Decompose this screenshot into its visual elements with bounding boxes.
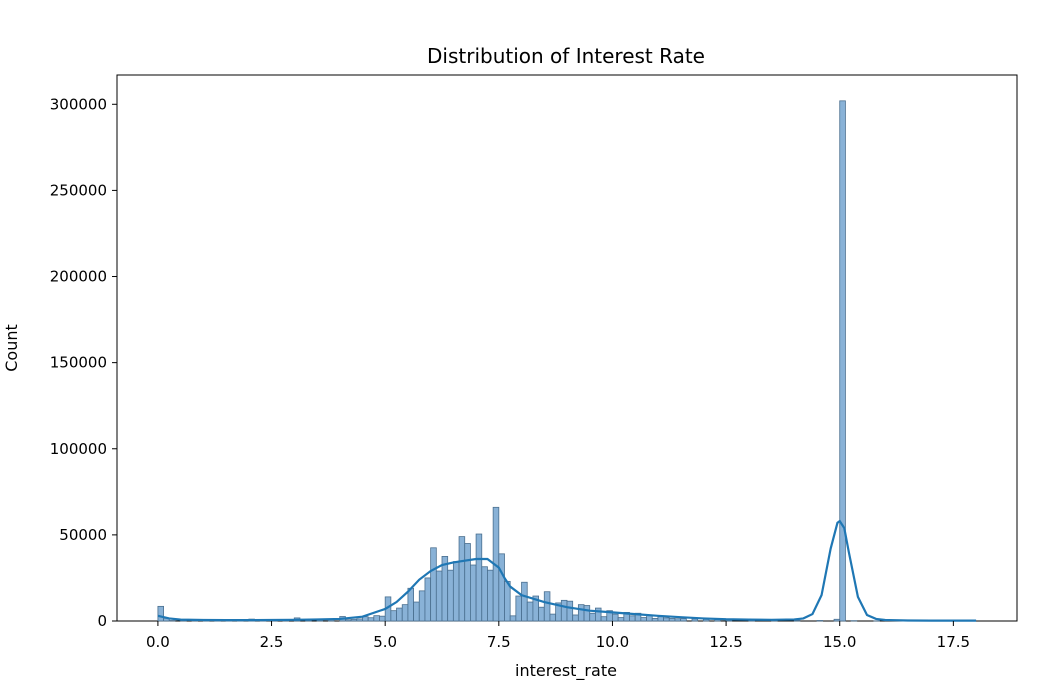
histogram-bar (583, 605, 591, 622)
histogram-bar (373, 615, 380, 622)
histogram-bar (629, 615, 636, 622)
y-tick-label: 300000 (50, 95, 107, 113)
histogram-bar (577, 604, 585, 622)
histogram-bars (157, 100, 960, 622)
histogram-bar (680, 618, 687, 622)
histogram-bar (458, 536, 466, 622)
histogram-bar (157, 605, 164, 622)
histogram-bar (668, 618, 676, 622)
y-tick-label: 150000 (50, 354, 107, 372)
histogram-bar (833, 618, 841, 622)
histogram-bar (435, 570, 443, 622)
histogram-bar (816, 620, 824, 622)
histogram-bar (663, 617, 670, 622)
x-tick-label: 10.0 (596, 633, 629, 651)
chart-title: Distribution of Interest Rate (427, 44, 705, 68)
y-tick-label: 250000 (50, 181, 107, 199)
histogram-bar (589, 612, 596, 622)
histogram-bar (504, 580, 511, 622)
histogram-bar (487, 569, 494, 622)
histogram-bar (549, 613, 557, 622)
histogram-bar (350, 618, 358, 622)
x-tick-label: 12.5 (709, 633, 742, 651)
x-tick-label: 2.5 (260, 633, 284, 651)
histogram-bar (475, 533, 483, 622)
histogram-bar (470, 564, 477, 622)
histogram-bar (379, 615, 386, 622)
histogram-bar (651, 618, 659, 622)
histogram-bar (566, 600, 574, 622)
histogram-bar (793, 619, 801, 622)
kde-line (157, 519, 977, 622)
histogram-bar (390, 610, 397, 622)
histogram-bar (498, 553, 505, 622)
x-tick-label: 7.5 (487, 633, 511, 651)
histogram-bar (418, 590, 426, 622)
histogram-bar (515, 595, 522, 622)
histogram-bar (560, 599, 568, 622)
histogram-bar (447, 569, 454, 622)
histogram-bar (407, 587, 414, 622)
y-tick-label: 50000 (59, 526, 107, 544)
plot-frame (116, 74, 1018, 622)
histogram-bar (367, 617, 375, 622)
x-tick-label: 17.5 (937, 633, 970, 651)
histogram-bar (657, 616, 664, 622)
histogram-bar (538, 606, 545, 622)
histogram-bar (612, 613, 619, 622)
histogram-bar (600, 616, 608, 622)
histogram-bar (617, 617, 625, 622)
x-tick-label: 5.0 (373, 633, 397, 651)
histogram-bar (401, 604, 409, 622)
histogram-bar (640, 617, 647, 622)
plot-area (116, 74, 1018, 622)
x-tick-label: 15.0 (823, 633, 856, 651)
histogram-bar (521, 581, 528, 622)
y-axis-label: Count (2, 324, 21, 372)
x-tick-label: 0.0 (146, 633, 170, 651)
histogram-bar (509, 615, 517, 622)
histogram-bar (464, 543, 471, 622)
y-tick-label: 0 (97, 612, 107, 630)
x-axis: 0.0 2.5 5.0 7.5 10.0 12.5 15.0 17.5 (146, 621, 970, 651)
histogram-bar (543, 591, 551, 622)
histogram-bar (691, 618, 699, 622)
x-axis-label: interest_rate (515, 661, 617, 681)
y-tick-label: 100000 (50, 440, 107, 458)
histogram-bar (396, 607, 403, 622)
histogram-bar (413, 601, 420, 622)
histogram-bar (441, 556, 449, 622)
histogram-bar (674, 618, 682, 622)
histogram-bar (452, 561, 460, 622)
histogram-bar (526, 601, 534, 622)
histogram-bar (168, 620, 176, 622)
y-axis: 0 50000 100000 150000 200000 250000 300000 (50, 95, 117, 630)
histogram-bar (356, 618, 363, 622)
y-tick-label: 200000 (50, 268, 107, 286)
histogram-bar (345, 619, 352, 622)
histogram-bar (481, 566, 488, 622)
histogram-bar (424, 577, 432, 622)
histogram-bar (572, 614, 579, 622)
histogram-bar (430, 547, 437, 622)
histogram-bar (595, 607, 602, 622)
histogram-bar (839, 100, 846, 622)
